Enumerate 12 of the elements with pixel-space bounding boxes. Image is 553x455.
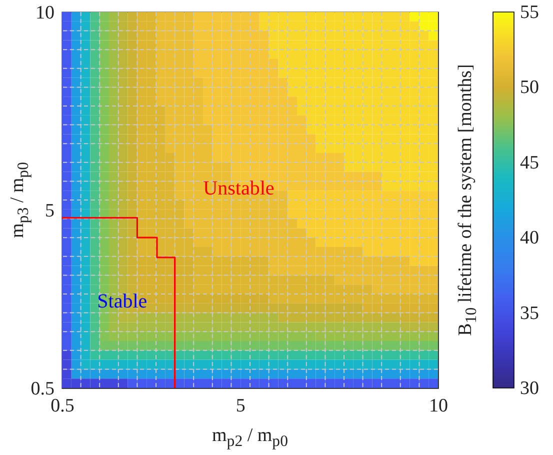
y-tick-label: 5 <box>45 200 54 222</box>
color-bar-label: 45 <box>520 152 539 174</box>
x-tick-label: 5 <box>236 396 246 416</box>
color-bar-label: 50 <box>520 77 539 98</box>
color-bar-label: 55 <box>520 2 539 23</box>
color-bar-label: 30 <box>520 378 539 399</box>
color-bar-label: 40 <box>520 228 539 249</box>
annotation: Unstable <box>203 178 274 200</box>
x-axis-title: m$_{p2}$ / m$_{p0}$ <box>212 425 288 451</box>
y-tick-label: 10 <box>36 2 54 24</box>
color-bar-label: 35 <box>520 302 539 324</box>
x-tick-label: 10 <box>429 396 448 416</box>
